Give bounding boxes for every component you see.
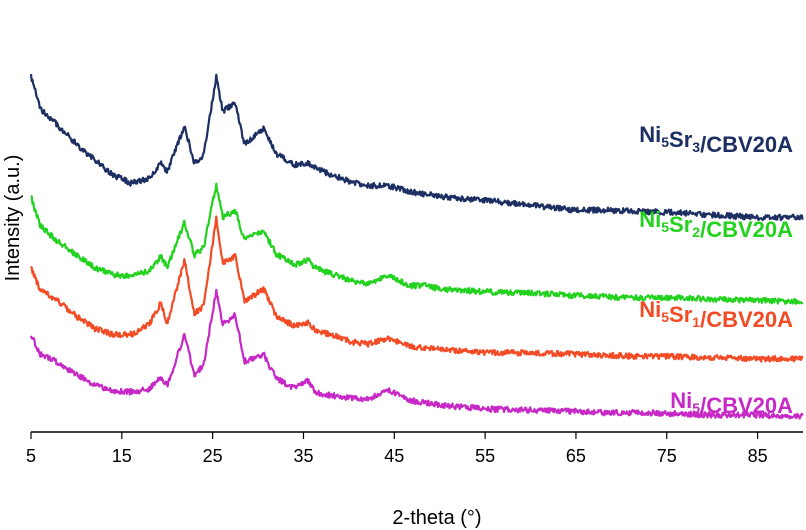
series-line-0 <box>29 73 804 222</box>
x-tick-label: 35 <box>293 446 313 466</box>
series-line-1 <box>30 182 804 305</box>
x-tick-label: 55 <box>475 446 495 466</box>
axes: 5 15 25 35 45 55 65 75 85 2-theta (°) Intensity … <box>2 155 803 529</box>
x-ticks <box>30 432 759 439</box>
series-label-3: Ni5/CBV20A <box>670 388 793 418</box>
series-labels: Ni5Sr3/CBV20A Ni5Sr2/CBV20A Ni5Sr1/CBV20A N… <box>639 122 793 418</box>
x-tick-label: 45 <box>384 446 404 466</box>
series-label-1: Ni5Sr2/CBV20A <box>639 207 793 242</box>
x-tick-labels: 5 15 25 35 45 55 65 75 85 <box>26 446 768 466</box>
series-line-2 <box>30 215 804 363</box>
series-label-2: Ni5Sr1/CBV20A <box>639 297 793 332</box>
x-tick-label: 5 <box>26 446 36 466</box>
x-axis-title: 2-theta (°) <box>392 507 481 529</box>
series-label-0: Ni5Sr3/CBV20A <box>639 122 793 157</box>
x-tick-label: 85 <box>748 446 768 466</box>
plot-area <box>29 73 804 420</box>
x-tick-label: 65 <box>566 446 586 466</box>
series-line-3 <box>29 288 804 420</box>
x-tick-label: 15 <box>112 446 132 466</box>
x-tick-label: 25 <box>203 446 223 466</box>
y-axis-title: Intensity (a.u.) <box>2 155 24 282</box>
x-tick-label: 75 <box>657 446 677 466</box>
